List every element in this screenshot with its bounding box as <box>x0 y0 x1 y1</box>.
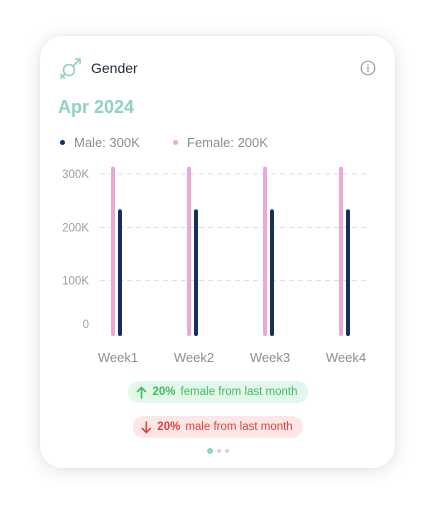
gender-card: Gender Apr 2024 Male: 300K Female: 200K … <box>40 36 395 468</box>
pagination-dot[interactable] <box>224 449 229 453</box>
gender-icon <box>60 58 81 79</box>
arrow-up-icon <box>136 386 146 399</box>
legend-female: Female: 200K <box>173 135 268 150</box>
y-tick-label: 200K <box>62 222 89 234</box>
x-tick-label: Week1 <box>98 350 138 365</box>
pagination-dot[interactable] <box>206 448 213 454</box>
legend-male-dot <box>60 140 65 145</box>
female-change-badge: 20% female from last month <box>127 381 308 403</box>
male-change-percent: 20% <box>157 421 181 433</box>
y-tick-label: 300K <box>62 169 89 181</box>
x-tick-label: Week3 <box>250 350 290 365</box>
period-label: Apr 2024 <box>58 97 135 117</box>
male-change-text: male from last month <box>185 421 293 433</box>
gender-bar-chart: 0 100K 200K 300K Week1 Week2 Week3 Week4 <box>62 166 370 365</box>
info-icon[interactable] <box>360 60 376 76</box>
legend-male: Male: 300K <box>60 135 140 150</box>
arrow-down-icon <box>140 420 151 433</box>
male-change-badge: 20% male from last month <box>132 416 303 438</box>
legend-male-label: Male: 300K <box>74 135 140 150</box>
pagination-dots[interactable] <box>205 448 231 454</box>
x-tick-label: Week4 <box>326 350 366 365</box>
y-tick-label: 0 <box>83 319 89 331</box>
x-tick-label: Week2 <box>174 350 214 365</box>
y-tick-label: 100K <box>62 276 89 288</box>
female-change-percent: 20% <box>152 386 176 398</box>
legend-female-dot <box>173 140 178 145</box>
female-change-text: female from last month <box>180 386 298 398</box>
pagination-dot[interactable] <box>216 449 221 453</box>
legend-female-label: Female: 200K <box>187 135 268 150</box>
card-title: Gender <box>91 60 138 76</box>
